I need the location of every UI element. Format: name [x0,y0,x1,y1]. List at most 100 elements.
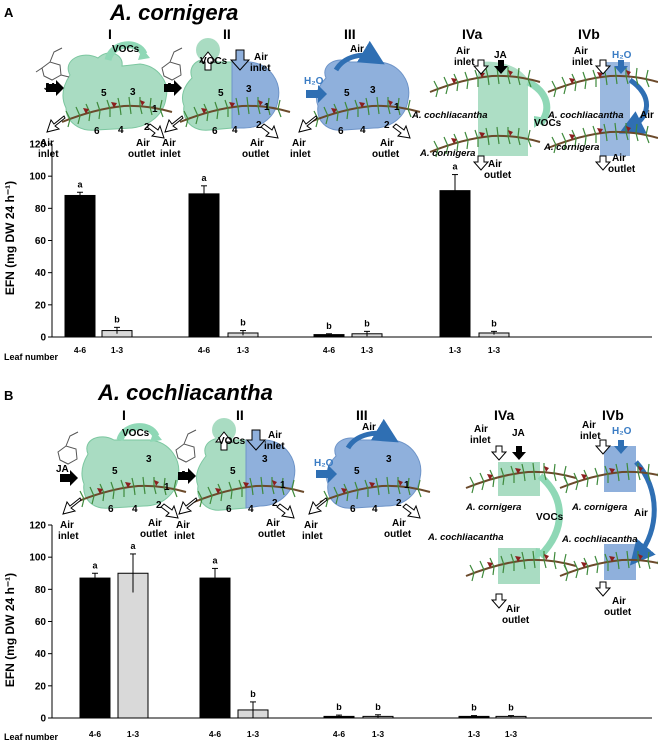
svg-text:1: 1 [404,480,410,491]
svg-text:Air: Air [250,138,264,149]
svg-text:A. cornigera: A. cornigera [419,148,475,159]
svg-text:H₂O: H₂O [612,50,632,61]
treatment-label-b-i: I [122,407,126,423]
svg-text:3: 3 [130,87,136,98]
svg-text:5: 5 [101,88,107,99]
svg-text:VOCs: VOCs [122,428,150,439]
svg-text:2: 2 [384,120,390,131]
significance-letter: b [326,321,332,331]
treatment-label-a-ii: II [223,26,231,42]
svg-text:3: 3 [262,454,268,465]
significance-letter: b [364,318,370,328]
svg-text:5: 5 [218,88,224,99]
svg-text:Air: Air [488,159,502,170]
y-axis-label-a: EFN (mg DW 24 h⁻¹) [3,181,17,295]
svg-text:Air: Air [176,520,190,531]
svg-text:VOCs: VOCs [218,436,246,447]
svg-text:1: 1 [152,104,158,115]
svg-text:Air: Air [582,420,596,431]
svg-text:inlet: inlet [264,441,285,452]
svg-text:3: 3 [386,454,392,465]
molecule-icon [35,47,70,81]
x-category-label: 1-3 [237,345,250,355]
chart-b: 0 20 40 60 80 100 120 a 4-6 a 1-3 a 4-6 b 1-3 b 4-6 b 1-3 b… [29,521,652,739]
svg-text:6: 6 [108,504,114,515]
svg-text:inlet: inlet [290,149,311,160]
treatment-label-a-i: I [108,26,112,42]
svg-text:Air: Air [634,508,648,519]
svg-text:VOCs: VOCs [200,56,228,67]
svg-text:Air: Air [292,138,306,149]
svg-text:Air: Air [456,46,470,57]
svg-text:Air: Air [574,46,588,57]
y-tick-label: 80 [35,585,47,596]
svg-text:Air: Air [148,518,162,529]
svg-text:2: 2 [256,120,262,131]
x-category-label: 4-6 [333,729,346,739]
svg-text:JA: JA [494,50,507,61]
svg-text:outlet: outlet [372,149,400,160]
diagram-b-ivb: Air inlet H₂O A. cornigera Air A. cochli… [559,420,658,618]
x-category-label: 1-3 [111,345,124,355]
svg-text:outlet: outlet [384,529,412,540]
treatment-label-b-ivb: IVb [602,407,624,423]
svg-text:inlet: inlet [302,531,323,542]
svg-text:inlet: inlet [58,531,79,542]
svg-text:Air: Air [640,110,654,121]
svg-text:6: 6 [94,126,100,137]
panel-label-b: B [4,388,13,403]
svg-text:A. cornigera: A. cornigera [465,502,521,513]
panel-a-title: A. cornigera [109,0,238,25]
svg-text:Air: Air [362,422,376,433]
svg-text:inlet: inlet [160,149,181,160]
significance-letter: b [114,314,120,324]
significance-letter: b [240,318,246,328]
panel-label-a: A [4,5,14,20]
svg-text:VOCs: VOCs [536,512,564,523]
significance-letter: b [336,702,342,712]
chart-a: 0 20 40 60 80 100 120 a 4-6 b 1-3 a 4-6 b 1-3 b 4-6 b 1-3 a… [29,140,652,355]
svg-text:inlet: inlet [580,431,601,442]
svg-text:outlet: outlet [258,529,286,540]
svg-text:Air: Air [612,153,626,164]
y-tick-label: 0 [40,333,46,344]
diagram-a-i: VOCs JA Air inlet Air outlet 5 3 1 2 4 6 [35,41,173,160]
svg-text:4: 4 [248,504,254,515]
x-category-label: 4-6 [74,345,87,355]
svg-text:6: 6 [226,504,232,515]
svg-text:5: 5 [112,466,118,477]
significance-letter: a [452,162,458,172]
bar [64,194,96,338]
svg-text:Air: Air [268,430,282,441]
y-tick-label: 60 [35,617,47,628]
svg-text:Air: Air [350,44,364,55]
svg-text:Air: Air [392,518,406,529]
svg-text:Air: Air [304,520,318,531]
treatment-label-b-iii: III [356,407,368,423]
x-category-label: 1-3 [468,729,481,739]
diagram-a-iii: Air H₂O Air inlet Air outlet 5 3 1 2 4 6 [290,40,421,160]
svg-text:A. cochliacantha: A. cochliacantha [411,110,488,121]
diagram-b-iva: Air inlet JA A. cornigera VOCs A. cochli… [427,424,577,626]
significance-letter: b [491,318,497,328]
svg-text:outlet: outlet [502,615,530,626]
y-tick-label: 100 [29,172,46,183]
y-tick-label: 120 [29,140,46,151]
significance-letter: a [212,555,218,565]
svg-text:1: 1 [280,480,286,491]
svg-text:outlet: outlet [608,164,636,175]
y-tick-label: 20 [35,300,47,311]
leaf-number-label-b: Leaf number [4,732,59,742]
svg-text:H₂O: H₂O [612,426,632,437]
svg-text:A. cochliacantha: A. cochliacantha [427,532,504,543]
y-tick-label: 0 [40,714,46,725]
significance-letter: b [250,689,256,699]
svg-text:outlet: outlet [140,529,168,540]
svg-text:inlet: inlet [38,149,59,160]
svg-text:VOCs: VOCs [112,44,140,55]
svg-text:JA: JA [166,82,179,93]
y-tick-label: 80 [35,204,47,215]
svg-text:5: 5 [230,466,236,477]
svg-text:4: 4 [360,125,366,136]
